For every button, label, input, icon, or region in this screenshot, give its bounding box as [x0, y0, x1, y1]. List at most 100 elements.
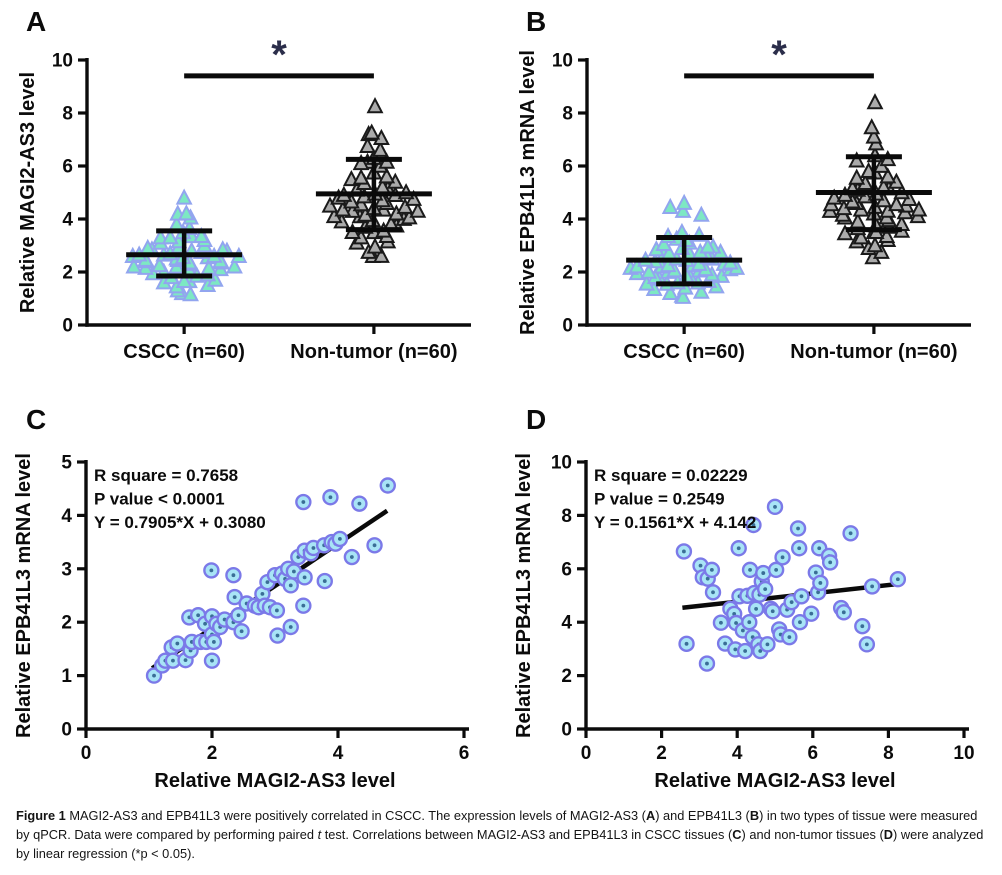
data-point-center-dot	[711, 590, 715, 595]
data-point-center-dot	[748, 567, 752, 572]
x-tick-label: 6	[808, 743, 819, 764]
data-point-triangle	[396, 197, 414, 214]
data-point-center-dot	[385, 483, 390, 488]
data-point-triangle	[152, 228, 169, 245]
data-point-triangle	[371, 140, 389, 157]
caption-segment: C	[732, 827, 742, 843]
data-point-center-dot	[780, 555, 785, 560]
y-tick-label: 0	[561, 720, 572, 741]
data-point-center-dot	[719, 620, 723, 625]
panel-c-label: C	[26, 404, 47, 435]
data-point-center-dot	[260, 591, 265, 596]
data-point-center-dot	[211, 640, 216, 644]
data-point-center-dot	[152, 673, 156, 678]
stats-annotation: Y = 0.1561*X + 4.142	[594, 513, 756, 532]
data-point-triangle	[836, 224, 854, 241]
y-tick-label: 10	[52, 51, 73, 72]
data-point-center-dot	[275, 633, 280, 638]
y-tick-label: 10	[552, 51, 573, 72]
data-point-triangle	[378, 167, 396, 184]
panel-a-chart: 0 2 4 6 8 10 CSCC (n=60) Non-tumor (n=60) Relati…	[17, 33, 471, 363]
panel-b-chart: 0 2 4 6 8 10 CSCC (n=60) Non-tumor (n=60) Relati…	[517, 33, 971, 363]
data-point-center-dot	[848, 531, 853, 536]
data-point-center-dot	[682, 549, 686, 554]
data-point-center-dot	[818, 581, 823, 585]
caption-segment: B	[749, 808, 760, 823]
data-point-center-dot	[816, 590, 820, 595]
y-tick-label: 2	[61, 613, 72, 634]
y-tick-label: 1	[61, 666, 72, 687]
x-tick-label: 4	[732, 743, 743, 764]
panel-c: C 0 1 2 3 4 5 0 2 4 6 Relative MAGI2-AS3 level Rela…	[4, 396, 500, 796]
x-tick-label: 2	[656, 743, 667, 764]
y-tick-label: 10	[551, 453, 572, 474]
data-point-center-dot	[292, 569, 296, 574]
panel-a-label: A	[26, 6, 47, 37]
data-point-center-dot	[860, 624, 865, 629]
panel-d-chart: 0 2 4 6 8 10 0 2 4 6 8 10 Relative MAGI2-AS3 level Re…	[513, 453, 975, 793]
caption-segment: ) were analyzed by linear regression (*p…	[16, 827, 984, 862]
data-point-triangle	[674, 287, 692, 304]
y-tick-label: 8	[62, 104, 73, 125]
data-point-center-dot	[337, 536, 342, 541]
data-point-triangle	[848, 151, 866, 168]
panel-c-chart: 0 1 2 3 4 5 0 2 4 6 Relative MAGI2-AS3 level Relati…	[13, 453, 469, 793]
data-point-center-dot	[239, 629, 244, 634]
x-tick-label: 4	[333, 743, 344, 764]
caption-segment: Figure 1	[16, 808, 70, 823]
data-point-center-dot	[774, 567, 779, 572]
data-point-center-dot	[265, 580, 270, 585]
data-point-triangle	[866, 236, 884, 253]
data-point-triangle	[863, 118, 881, 135]
panel-b-label: B	[526, 6, 547, 37]
data-point-triangle	[852, 228, 870, 245]
data-point-triangle	[699, 237, 717, 254]
data-point-center-dot	[322, 579, 327, 583]
panel-a: A 0 2 4 6 8 10 CSCC (n=60) Non-tumor (n=60) Rela…	[4, 2, 500, 402]
data-point-triangle	[372, 246, 390, 263]
stats-annotation: Y = 0.7905*X + 0.3080	[94, 513, 266, 532]
data-point-center-dot	[798, 620, 802, 625]
y-tick-label: 6	[562, 157, 573, 178]
data-point-center-dot	[740, 628, 745, 633]
data-point-triangle	[125, 257, 143, 274]
data-point-center-dot	[236, 613, 241, 618]
data-point-triangle	[161, 228, 179, 245]
stats-annotation: P value < 0.0001	[94, 490, 225, 509]
y-tick-label: 2	[62, 263, 73, 284]
data-point-triangle	[175, 271, 193, 288]
data-point-center-dot	[770, 609, 775, 614]
category-label: CSCC (n=60)	[123, 341, 245, 363]
stats-annotation: R square = 0.02229	[594, 466, 748, 485]
panel-d: D 0 2 4 6 8 10 0 2 4 6 8 10 Relative MAGI2-AS3 level…	[504, 396, 1000, 796]
data-point-center-dot	[813, 570, 818, 575]
data-point-center-dot	[797, 546, 802, 551]
significance-asterisk: *	[271, 33, 287, 77]
data-point-center-dot	[302, 575, 307, 580]
data-point-center-dot	[841, 610, 846, 615]
data-point-triangle	[182, 285, 199, 302]
x-axis-title: Relative MAGI2-AS3 level	[654, 770, 895, 792]
significance-asterisk: *	[771, 33, 787, 77]
y-tick-label: 6	[62, 157, 73, 178]
data-point-center-dot	[209, 568, 214, 573]
caption-segment: D	[883, 827, 894, 843]
data-point-triangle	[675, 193, 693, 210]
data-point-center-dot	[864, 642, 869, 647]
data-point-center-dot	[232, 595, 237, 600]
y-tick-label: 4	[561, 613, 572, 634]
data-point-center-dot	[288, 625, 293, 629]
data-point-center-dot	[895, 577, 900, 582]
data-point-center-dot	[733, 647, 738, 652]
caption-segment: ) in two types of tissue were measured b…	[16, 808, 978, 843]
data-point-triangle	[692, 282, 710, 299]
y-tick-label: 5	[61, 453, 72, 474]
data-point-center-dot	[705, 576, 710, 581]
x-tick-label: 0	[581, 743, 592, 764]
y-tick-label: 6	[561, 559, 572, 580]
data-point-center-dot	[698, 563, 703, 568]
data-point-center-dot	[809, 611, 814, 616]
data-point-center-dot	[328, 495, 333, 500]
data-point-center-dot	[796, 526, 800, 531]
x-tick-label: 8	[883, 743, 894, 764]
